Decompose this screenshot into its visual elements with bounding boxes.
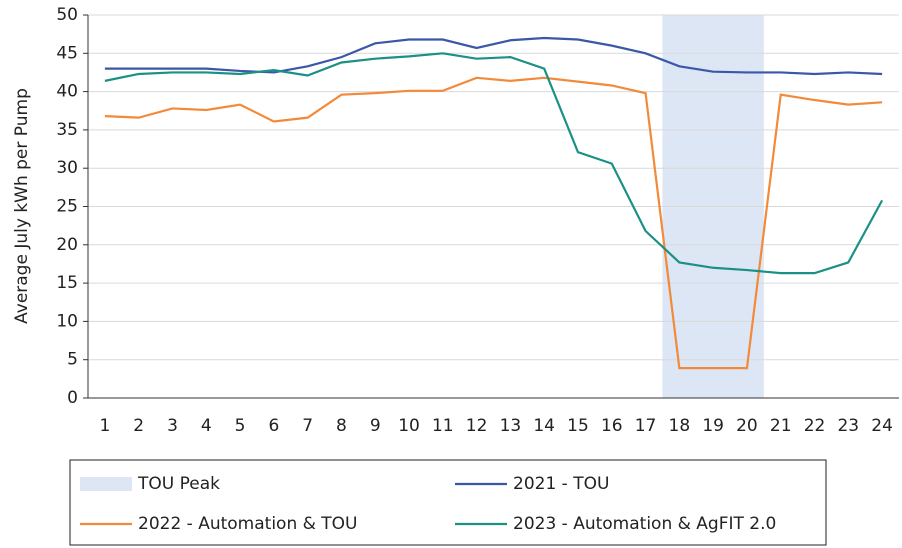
y-tick-label: 0 xyxy=(67,388,78,408)
series-line xyxy=(104,36,883,76)
y-tick-label: 45 xyxy=(56,43,78,63)
legend-label: TOU Peak xyxy=(137,474,220,494)
x-tick-label: 3 xyxy=(167,416,178,436)
x-tick-label: 20 xyxy=(736,416,758,436)
x-tick-label: 24 xyxy=(871,416,893,436)
x-tick-label: 2 xyxy=(133,416,144,436)
x-tick-label: 15 xyxy=(567,416,589,436)
x-tick-label: 18 xyxy=(669,416,691,436)
x-tick-label: 1 xyxy=(99,416,110,436)
y-tick-label: 30 xyxy=(56,158,78,178)
x-tick-label: 5 xyxy=(235,416,246,436)
y-tick-label: 35 xyxy=(56,120,78,140)
legend-box xyxy=(69,459,827,546)
x-tick-label: 6 xyxy=(268,416,279,436)
y-tick-label: 25 xyxy=(56,197,78,217)
x-tick-label: 19 xyxy=(702,416,724,436)
x-tick-label: 10 xyxy=(398,416,420,436)
x-tick-label: 9 xyxy=(370,416,381,436)
x-tick-label: 21 xyxy=(770,416,792,436)
x-tick-label: 22 xyxy=(804,416,826,436)
x-tick-label: 13 xyxy=(500,416,522,436)
y-tick-label: 10 xyxy=(56,311,78,331)
x-tick-label: 7 xyxy=(302,416,313,436)
x-tick-label: 17 xyxy=(635,416,657,436)
x-tick-label: 4 xyxy=(201,416,212,436)
x-tick-label: 12 xyxy=(466,416,488,436)
x-tick-label: 8 xyxy=(336,416,347,436)
y-tick-label: 40 xyxy=(56,82,78,102)
y-tick-label: 50 xyxy=(56,5,78,25)
series-line xyxy=(104,52,884,275)
y-tick-label: 15 xyxy=(56,273,78,293)
x-tick-label: 11 xyxy=(432,416,454,436)
legend-label: 2022 - Automation & TOU xyxy=(138,514,358,534)
legend-label: 2023 - Automation & AgFIT 2.0 xyxy=(513,514,776,534)
y-tick-label: 5 xyxy=(67,350,78,370)
y-tick-label: 20 xyxy=(56,235,78,255)
x-tick-label: 14 xyxy=(533,416,555,436)
x-tick-label: 16 xyxy=(601,416,623,436)
x-tick-label: 23 xyxy=(837,416,859,436)
legend-swatch xyxy=(80,477,132,491)
series-line xyxy=(104,76,883,370)
y-axis-label: Average July kWh per Pump xyxy=(12,88,32,324)
legend-label: 2021 - TOU xyxy=(513,474,609,494)
